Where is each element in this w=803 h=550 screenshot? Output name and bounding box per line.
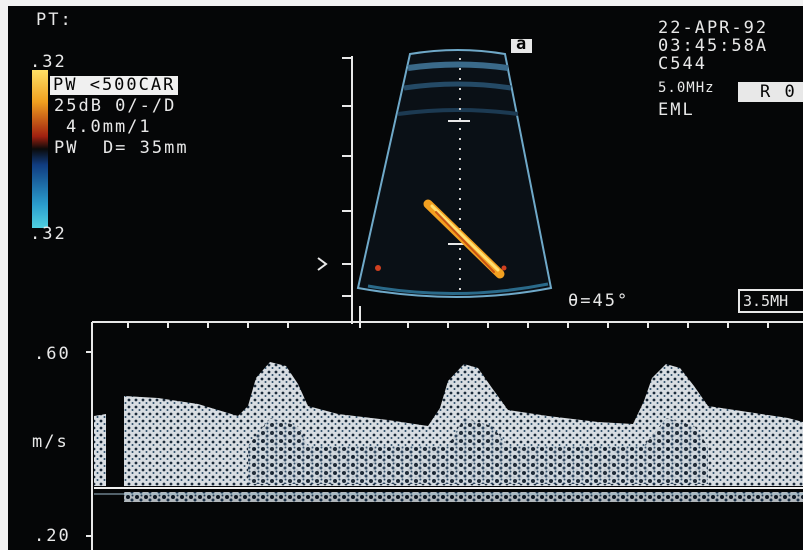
patient-label: PT: xyxy=(36,10,73,30)
mode-label: PW <500CAR xyxy=(50,76,179,95)
depth-label: PW D= 35mm xyxy=(54,138,189,158)
doppler-freq-box xyxy=(738,289,803,313)
sector-image xyxy=(356,49,553,298)
gain-label: 25dB 0/-/D xyxy=(54,96,177,116)
probe-label: C544 xyxy=(658,54,707,74)
side-badge: R 0 xyxy=(760,82,797,102)
velocity-axis-unit: m/s xyxy=(32,432,69,452)
color-scale-bottom: .32 xyxy=(30,224,67,244)
frequency-label: 5.0MHz xyxy=(658,80,715,96)
color-scale-top: .32 xyxy=(30,52,67,72)
depth-ruler xyxy=(342,56,353,324)
focus-marker-icon xyxy=(317,257,328,271)
doppler-freq-label: 3.5MH xyxy=(743,292,789,310)
date-label: 22-APR-92 xyxy=(658,18,769,38)
ultrasound-graphics xyxy=(32,39,803,550)
doppler-spectrum xyxy=(94,362,803,502)
time-label: 03:45:58A xyxy=(658,36,769,56)
color-scale-bar xyxy=(32,70,48,228)
velocity-axis-bottom: .20 xyxy=(34,526,71,546)
side-badge-box xyxy=(738,82,803,102)
angle-label: θ=45° xyxy=(568,291,630,311)
sample-label: 4.0mm/1 xyxy=(66,117,152,137)
sector-marker-box xyxy=(511,39,532,53)
velocity-axis-top: .60 xyxy=(34,344,71,364)
sector-marker: a xyxy=(516,34,529,54)
operator-label: EML xyxy=(658,100,695,120)
ultrasound-screen: PT: .32 PW <500CAR 25dB 0/-/D 4.0mm/1 PW… xyxy=(8,6,803,550)
time-ruler xyxy=(86,306,803,550)
